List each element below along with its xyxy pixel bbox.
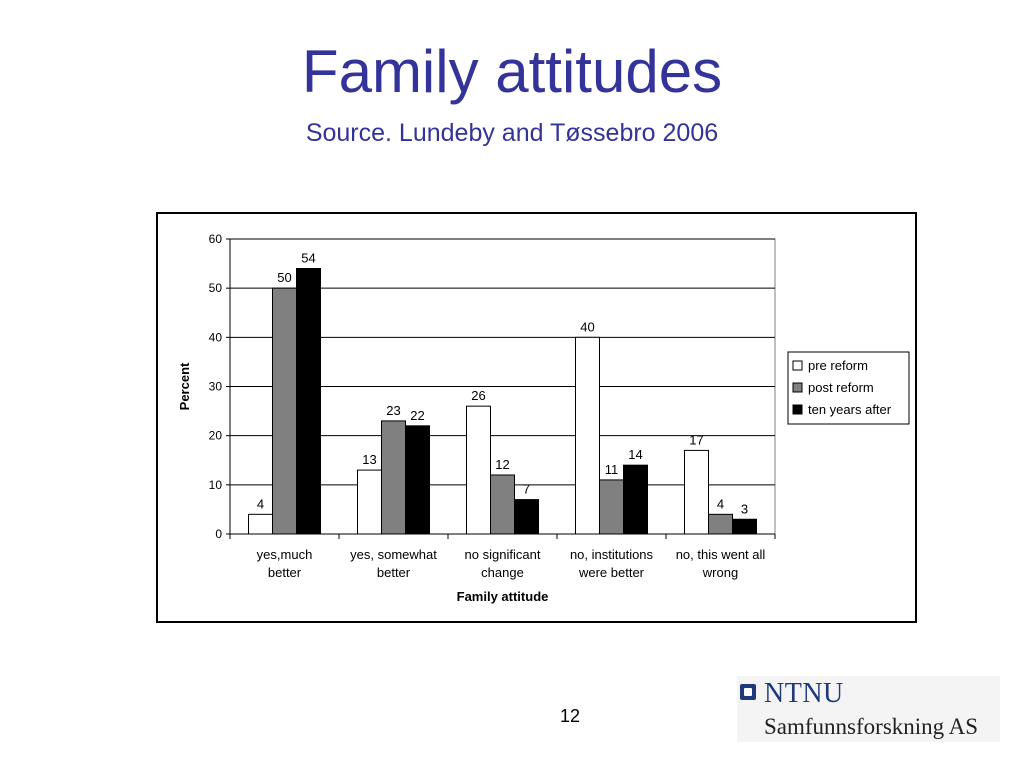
x-tick-label: better bbox=[268, 565, 302, 580]
x-tick-label: change bbox=[481, 565, 524, 580]
x-axis-title: Family attitude bbox=[457, 589, 549, 604]
data-label: 13 bbox=[362, 452, 376, 467]
bar bbox=[405, 425, 430, 535]
bar bbox=[623, 464, 648, 535]
data-label: 22 bbox=[410, 408, 424, 423]
data-label: 14 bbox=[628, 447, 642, 462]
y-tick-label: 20 bbox=[209, 429, 223, 443]
x-tick-label: yes, somewhat bbox=[350, 547, 437, 562]
bar bbox=[272, 287, 297, 535]
y-tick-label: 60 bbox=[209, 232, 223, 246]
data-label: 17 bbox=[689, 432, 703, 447]
chart-frame: 0 10 20 30 40 50 60 4 50 54 yes,much better 13 23 22 ye… bbox=[156, 212, 917, 623]
y-axis-title: Percent bbox=[177, 362, 192, 410]
data-label: 50 bbox=[277, 270, 291, 285]
x-tick-label: no significant bbox=[465, 547, 541, 562]
bar bbox=[466, 405, 491, 535]
data-label: 11 bbox=[605, 462, 619, 477]
bar bbox=[575, 336, 600, 535]
data-label: 3 bbox=[741, 501, 748, 516]
bar bbox=[296, 268, 321, 535]
y-tick-label: 10 bbox=[209, 478, 223, 492]
data-label: 23 bbox=[386, 403, 400, 418]
data-label: 4 bbox=[717, 496, 724, 511]
data-label: 26 bbox=[471, 388, 485, 403]
bar-chart: 0 10 20 30 40 50 60 4 50 54 yes,much better 13 23 22 ye… bbox=[177, 232, 910, 604]
bar bbox=[732, 518, 757, 535]
x-tick-label: better bbox=[377, 565, 411, 580]
page-number: 12 bbox=[559, 706, 581, 726]
x-tick-label: no, this went all bbox=[676, 547, 766, 562]
bar bbox=[708, 513, 733, 535]
ntnu-logo-icon bbox=[740, 684, 756, 700]
data-label: 4 bbox=[257, 496, 264, 511]
slide-subtitle: Source. Lundeby and Tøssebro 2006 bbox=[305, 119, 719, 147]
data-label: 40 bbox=[580, 319, 594, 334]
x-tick-label: yes,much bbox=[257, 547, 313, 562]
bar bbox=[248, 513, 273, 535]
y-tick-label: 50 bbox=[209, 281, 223, 295]
bar bbox=[357, 469, 382, 535]
legend-swatch bbox=[792, 360, 803, 371]
legend-swatch bbox=[792, 382, 803, 393]
data-label: 54 bbox=[301, 251, 315, 266]
x-tick-label: wrong bbox=[702, 565, 738, 580]
bar bbox=[684, 449, 709, 535]
slide-title: Family attitudes bbox=[301, 38, 723, 105]
bar bbox=[514, 499, 539, 535]
x-tick-label: no, institutions bbox=[570, 547, 654, 562]
legend-label: ten years after bbox=[808, 402, 892, 417]
y-tick-label: 40 bbox=[209, 330, 223, 344]
legend-label: post reform bbox=[808, 380, 874, 395]
data-label: 12 bbox=[495, 457, 509, 472]
x-tick-label: were better bbox=[578, 565, 645, 580]
legend-label: pre reform bbox=[808, 358, 868, 373]
legend-swatch bbox=[792, 404, 803, 415]
data-label: 7 bbox=[523, 482, 530, 497]
y-tick-label: 0 bbox=[215, 527, 222, 541]
bar bbox=[381, 420, 406, 535]
legend bbox=[787, 351, 910, 425]
logo-subtitle: Samfunnsforskning AS bbox=[764, 714, 979, 739]
ntnu-logo: NTNU Samfunnsforskning AS bbox=[737, 676, 1000, 742]
logo-name: NTNU bbox=[764, 678, 844, 709]
y-tick-label: 30 bbox=[209, 380, 223, 394]
bar bbox=[490, 474, 515, 535]
bar bbox=[599, 479, 624, 535]
